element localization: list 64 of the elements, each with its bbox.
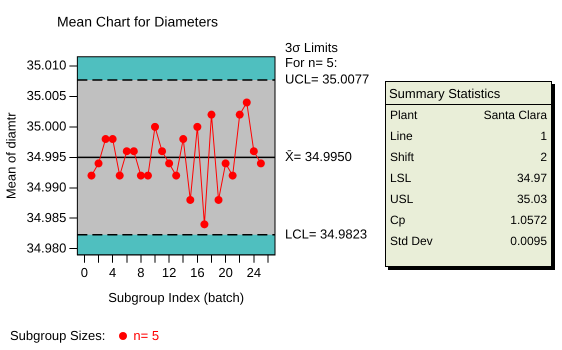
- y-tick-label: 35.005: [26, 88, 66, 103]
- y-tick-label: 34.980: [26, 240, 66, 256]
- text: Shift: [390, 150, 414, 165]
- text: 2: [540, 150, 547, 165]
- point: [116, 172, 124, 180]
- point: [207, 110, 216, 119]
- point: [186, 196, 194, 204]
- y-tick-label: 34.995: [26, 148, 66, 164]
- point: [151, 122, 160, 131]
- x-axis-title: Subgroup Index (batch): [108, 290, 244, 305]
- x-tick-label: 0: [80, 265, 88, 280]
- y-tick-label: 34.990: [26, 179, 66, 194]
- legend-label: n= 5: [133, 328, 160, 343]
- text: 35.03: [516, 192, 547, 207]
- text: For n= 5:: [285, 55, 338, 70]
- ref-line-label: X̄= 34.9950: [285, 148, 352, 164]
- text: Cp: [390, 213, 406, 228]
- ref-line-label: LCL= 34.9823: [285, 226, 368, 242]
- x-tick-label: 24: [246, 265, 262, 280]
- text: Santa Clara: [484, 108, 547, 123]
- text: Std Dev: [390, 234, 433, 249]
- point: [165, 159, 174, 168]
- y-tick-label: 34.985: [26, 210, 66, 225]
- point: [200, 220, 208, 228]
- y-tick-label: 35.010: [26, 58, 66, 73]
- text: Plant: [390, 108, 418, 123]
- point: [242, 98, 251, 106]
- x-tick-label: 12: [162, 265, 176, 280]
- text: 1.0572: [510, 213, 547, 228]
- point: [102, 135, 110, 144]
- point: [193, 122, 202, 131]
- point: [236, 110, 244, 119]
- point: [214, 196, 223, 204]
- text: USL: [390, 192, 414, 207]
- x-tick-label: 4: [109, 265, 116, 280]
- text: 0.0095: [510, 234, 547, 249]
- x-tick-label: 16: [190, 265, 205, 280]
- x-tick-label: 8: [137, 265, 145, 280]
- chart-title: Mean Chart for Diameters: [56, 13, 218, 30]
- point: [179, 135, 188, 144]
- ref-line-label: UCL= 35.0077: [285, 72, 370, 87]
- point: [158, 147, 166, 156]
- y-tick-label: 35.000: [26, 118, 66, 134]
- text: LSL: [390, 171, 412, 186]
- point: [250, 147, 258, 156]
- point: [136, 172, 145, 180]
- x-tick-label: 20: [218, 265, 233, 280]
- text: Subgroup Sizes:: [10, 328, 106, 343]
- text: 3σ Limits: [285, 40, 338, 55]
- point: [256, 159, 265, 168]
- point: [228, 172, 237, 180]
- y-axis-title: Mean of diamtr: [3, 112, 18, 200]
- point: [108, 135, 117, 144]
- point: [94, 159, 103, 168]
- point: [122, 147, 131, 156]
- point: [172, 172, 180, 180]
- text: Line: [390, 129, 413, 144]
- point: [130, 147, 138, 156]
- text: Summary Statistics: [386, 82, 551, 105]
- text: 34.97: [516, 171, 547, 186]
- point: [87, 172, 96, 180]
- point: [222, 159, 230, 168]
- point: [144, 172, 152, 180]
- text: 1: [540, 129, 547, 144]
